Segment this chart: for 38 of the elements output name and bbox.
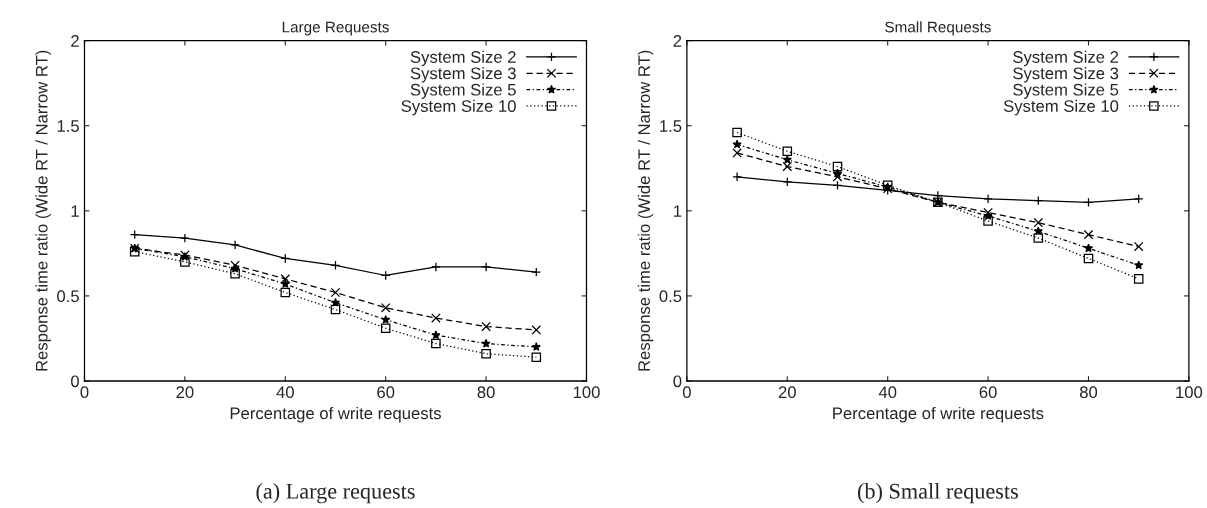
x-tick-label: 40 xyxy=(276,386,294,399)
legend-label: System Size 2 xyxy=(410,50,516,67)
x-tick-label: 60 xyxy=(979,386,997,399)
y-tick-label: 0 xyxy=(71,375,79,388)
y-tick-label: 0.5 xyxy=(57,290,79,303)
x-tick-label: 60 xyxy=(377,386,395,399)
y-tick-label: 2 xyxy=(673,35,682,47)
y-tick-label: 0 xyxy=(673,375,682,388)
chart-title: Small Requests xyxy=(885,21,991,36)
legend-label: System Size 2 xyxy=(1013,50,1119,67)
y-tick-label: 1.5 xyxy=(660,120,682,132)
x-tick-label: 0 xyxy=(682,386,691,399)
y-tick-label: 1 xyxy=(71,205,79,217)
y-tick-label: 1.5 xyxy=(57,120,79,132)
x-tick-label: 20 xyxy=(176,386,194,399)
legend-label: System Size 3 xyxy=(410,67,516,83)
text: (a) Large requests xyxy=(256,483,415,504)
legend-label: System Size 10 xyxy=(1003,99,1119,116)
legend-label: System Size 5 xyxy=(410,83,516,99)
legend-label: System Size 5 xyxy=(1013,83,1119,99)
y-axis-title: Response time ratio (Wide RT / Narrow RT) xyxy=(637,50,654,371)
x-tick-label: 100 xyxy=(1176,386,1203,399)
y-axis-title: Response time ratio (Wide RT / Narrow RT) xyxy=(35,50,51,371)
x-tick-label: 0 xyxy=(80,386,89,399)
x-tick-label: 80 xyxy=(1079,386,1098,399)
x-axis-title: Percentage of write requests xyxy=(230,406,441,423)
x-axis-title: Percentage of write requests xyxy=(833,406,1044,423)
y-tick-label: 1 xyxy=(674,205,682,217)
text: (b) Small requests xyxy=(858,483,1018,504)
x-tick-label: 40 xyxy=(878,386,897,399)
y-tick-label: 2 xyxy=(71,35,79,47)
x-tick-label: 20 xyxy=(778,386,796,399)
x-tick-label: 80 xyxy=(477,386,495,399)
y-tick-label: 0.5 xyxy=(659,290,682,303)
chart-title: Large Requests xyxy=(282,21,389,36)
legend-label: System Size 3 xyxy=(1013,67,1119,83)
legend-label: System Size 10 xyxy=(401,99,516,116)
x-tick-label: 100 xyxy=(573,386,600,399)
